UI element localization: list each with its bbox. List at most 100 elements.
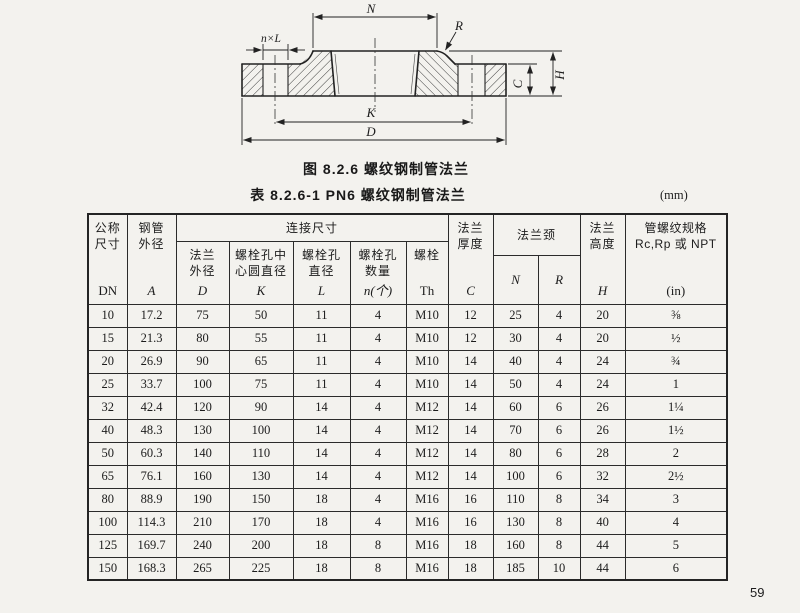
col-header-d-symbol: D [197, 283, 208, 298]
table-cell: 65 [228, 349, 294, 374]
col-header-k: 螺栓孔中 心圆直径 K [228, 240, 294, 305]
table-cell: 14 [447, 418, 494, 443]
table-cell: 120 [175, 395, 230, 420]
col-header-neck: 法兰颈 [492, 213, 581, 256]
col-header-n-label: 螺栓孔 数量 [358, 248, 398, 279]
col-header-k-label: 螺栓孔中 心圆直径 [234, 248, 287, 279]
table-cell: 30 [492, 326, 539, 351]
table-cell: 14 [447, 464, 494, 489]
col-header-th-symbol: Th [419, 283, 435, 298]
col-header-thread: 管螺纹规格 Rc,Rp 或 NPT (in) [624, 213, 728, 305]
table-row: 150 168.3 265 225 18 8 M16 18 185 10 44 6 [87, 556, 728, 581]
col-header-a: 钢管 外径 A [126, 213, 177, 305]
table-cell: 100 [87, 510, 128, 535]
page-number: 59 [750, 585, 765, 600]
dim-label-c: C [510, 79, 525, 88]
table-cell: 28 [579, 441, 626, 466]
bolt-hole-walls [262, 64, 486, 96]
col-header-c-label: 法兰 厚度 [457, 221, 484, 252]
table-cell: 17.2 [126, 303, 177, 328]
table-cell: 40 [87, 418, 128, 443]
table-cell: 33.7 [126, 372, 177, 397]
table-cell: 1 [624, 372, 728, 397]
dimension-lines [241, 13, 562, 145]
table-cell: 170 [228, 510, 294, 535]
table-cell: 21.3 [126, 326, 177, 351]
dim-label-n: N [366, 1, 377, 16]
table-cell: 4 [537, 349, 581, 374]
col-header-l-label: 螺栓孔 直径 [301, 248, 341, 279]
table-cell: 4 [349, 372, 407, 397]
table-cell: 6 [624, 556, 728, 581]
table-cell: 8 [537, 510, 581, 535]
table-cell: 20 [87, 349, 128, 374]
table-cell: 12 [447, 326, 494, 351]
table-cell: 20 [579, 326, 626, 351]
table-cell: 42.4 [126, 395, 177, 420]
unit-label: (mm) [660, 188, 688, 202]
table-cell: 110 [228, 441, 294, 466]
col-header-connection: 连接尺寸 [175, 213, 449, 242]
table-body: 10 17.2 75 50 11 4 M10 12 25 4 20 ⅜ 15 21.3 80 55 11 4 M10… [87, 303, 728, 581]
table-cell: 18 [292, 487, 351, 512]
table-cell: 1¼ [624, 395, 728, 420]
table-cell: 26 [579, 395, 626, 420]
col-header-d-label: 法兰 外径 [189, 248, 216, 279]
table-row: 32 42.4 120 90 14 4 M12 14 60 6 26 1¼ [87, 395, 728, 420]
table-cell: 8 [349, 556, 407, 581]
table-cell: 8 [537, 533, 581, 558]
table-cell: 4 [349, 441, 407, 466]
table-cell: 40 [579, 510, 626, 535]
col-header-c: 法兰 厚度 C [447, 213, 494, 305]
col-header-k-symbol: K [256, 283, 266, 298]
col-header-n: 螺栓孔 数量 n(个) [349, 240, 407, 305]
table-cell: 8 [349, 533, 407, 558]
table-row: 10 17.2 75 50 11 4 M10 12 25 4 20 ⅜ [87, 303, 728, 328]
table-cell: M12 [405, 418, 449, 443]
table-cell: 5 [624, 533, 728, 558]
table-cell: 168.3 [126, 556, 177, 581]
table-row: 40 48.3 130 100 14 4 M12 14 70 6 26 1½ [87, 418, 728, 443]
table-cell: 130 [492, 510, 539, 535]
table-cell: 240 [175, 533, 230, 558]
table-cell: 130 [175, 418, 230, 443]
dim-label-h: H [552, 70, 567, 81]
table-cell: 15 [87, 326, 128, 351]
table-cell: 75 [175, 303, 230, 328]
table-cell: 14 [292, 418, 351, 443]
table-cell: 18 [292, 510, 351, 535]
table-cell: 110 [492, 487, 539, 512]
table-cell: 200 [228, 533, 294, 558]
table-cell: 24 [579, 372, 626, 397]
table-row: 100 114.3 210 170 18 4 M16 16 130 8 40 4 [87, 510, 728, 535]
col-header-neck-n: N [492, 254, 539, 305]
col-header-n-symbol: n(个) [363, 283, 393, 298]
col-header-neck-r: R [537, 254, 581, 305]
table-cell: 18 [292, 556, 351, 581]
table-cell: 4 [537, 326, 581, 351]
table-row: 15 21.3 80 55 11 4 M10 12 30 4 20 ½ [87, 326, 728, 351]
table-cell: 190 [175, 487, 230, 512]
table-cell: 11 [292, 372, 351, 397]
table-cell: 6 [537, 395, 581, 420]
table-cell: 140 [175, 441, 230, 466]
table-row: 50 60.3 140 110 14 4 M12 14 80 6 28 2 [87, 441, 728, 466]
table-cell: 8 [537, 487, 581, 512]
table-cell: 11 [292, 303, 351, 328]
table-cell: 160 [175, 464, 230, 489]
table-cell: 10 [537, 556, 581, 581]
col-header-a-symbol: A [147, 283, 156, 299]
table-cell: 18 [447, 533, 494, 558]
col-header-thread-label: 管螺纹规格 Rc,Rp 或 NPT [635, 221, 717, 252]
table-cell: 4 [349, 303, 407, 328]
table-cell: 14 [292, 395, 351, 420]
table-cell: 18 [292, 533, 351, 558]
table-cell: 150 [87, 556, 128, 581]
table-cell: 50 [228, 303, 294, 328]
table-cell: 26 [579, 418, 626, 443]
table-cell: ½ [624, 326, 728, 351]
table-cell: 14 [447, 441, 494, 466]
col-header-h-label: 法兰 高度 [589, 221, 616, 252]
table-cell: 125 [87, 533, 128, 558]
thread-lines [334, 53, 416, 95]
